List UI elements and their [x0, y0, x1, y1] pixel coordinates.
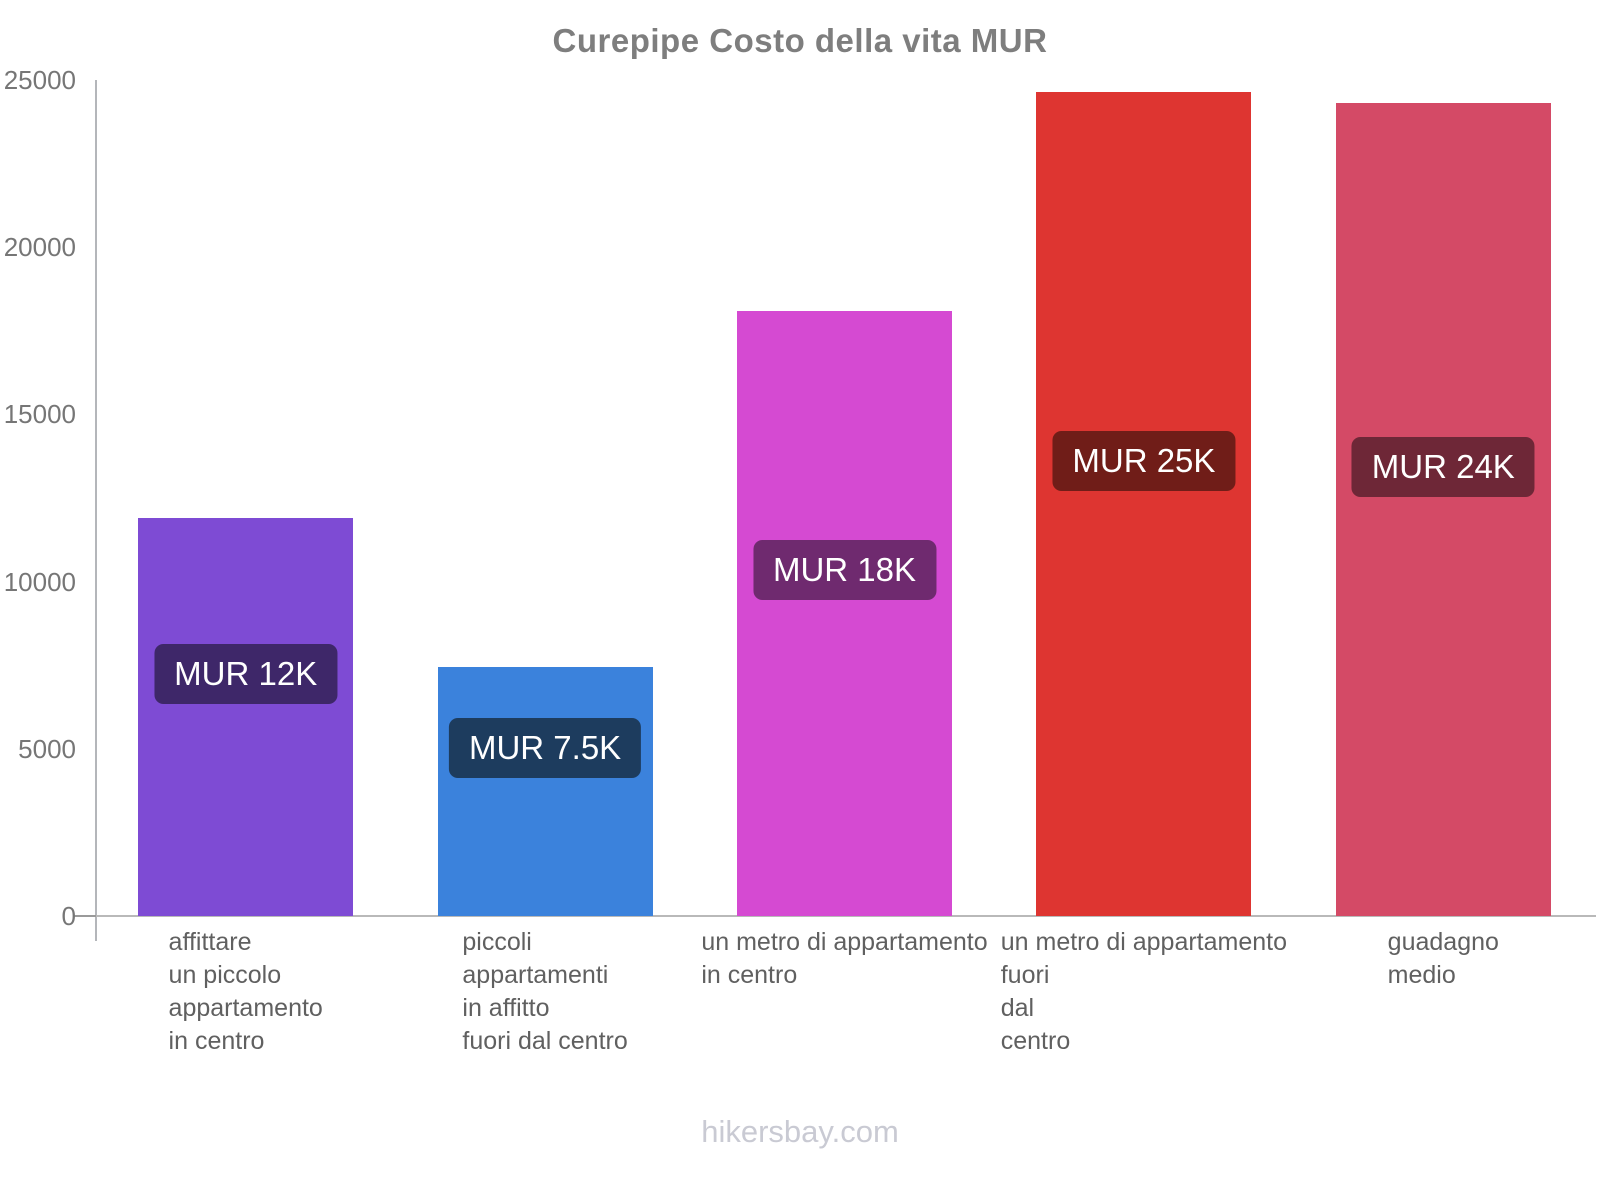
category-label-text: guadagno medio: [1387, 928, 1499, 989]
chart-title: Curepipe Costo della vita MUR: [552, 22, 1048, 59]
y-tick-label: 15000: [3, 399, 76, 430]
bar-value-label: MUR 7.5K: [448, 718, 642, 779]
category-label-text: un metro di appartamento fuori dal centro: [1000, 928, 1288, 1055]
y-tick-label: 0: [61, 901, 76, 931]
category-label: affittare un piccolo appartamento in centro: [96, 926, 395, 1058]
category-label-text: affittare un piccolo appartamento in centro: [168, 928, 323, 1055]
bar-value-label: MUR 25K: [1052, 430, 1236, 491]
footer-watermark: hikersbay.com: [701, 1114, 899, 1149]
bar-5: MUR 24K: [1335, 103, 1551, 916]
category-label: un metro di appartamento in centro: [695, 926, 994, 992]
bar-value-label: MUR 24K: [1351, 436, 1535, 497]
category-label-text: un metro di appartamento in centro: [701, 928, 988, 989]
bar-value-label: MUR 18K: [752, 540, 937, 601]
bar-4: MUR 25K: [1036, 91, 1252, 916]
bar-1: MUR 12K: [138, 518, 354, 916]
x-axis-line: [96, 915, 1596, 917]
plot-area: MUR 12K MUR 7.5K MUR 18K MUR 25K MUR 24K: [96, 80, 1593, 916]
y-tick-label: 25000: [3, 65, 76, 95]
category-label: guadagno medio: [1294, 926, 1593, 992]
zero-tick-mark: [74, 915, 96, 917]
category-label-text: piccoli appartamenti in affitto fuori dal c…: [462, 928, 628, 1055]
y-tick-label: 10000: [3, 566, 76, 597]
y-tick-label: 20000: [3, 232, 76, 263]
category-label: piccoli appartamenti in affitto fuori dal c…: [395, 926, 694, 1058]
bar-3: MUR 18K: [737, 310, 952, 916]
category-label: un metro di appartamento fuori dal centro: [994, 926, 1293, 1058]
bar-value-label: MUR 12K: [154, 644, 338, 705]
bar-2: MUR 7.5K: [437, 666, 653, 916]
y-axis-line: [95, 80, 97, 941]
y-tick-label: 5000: [18, 733, 76, 764]
